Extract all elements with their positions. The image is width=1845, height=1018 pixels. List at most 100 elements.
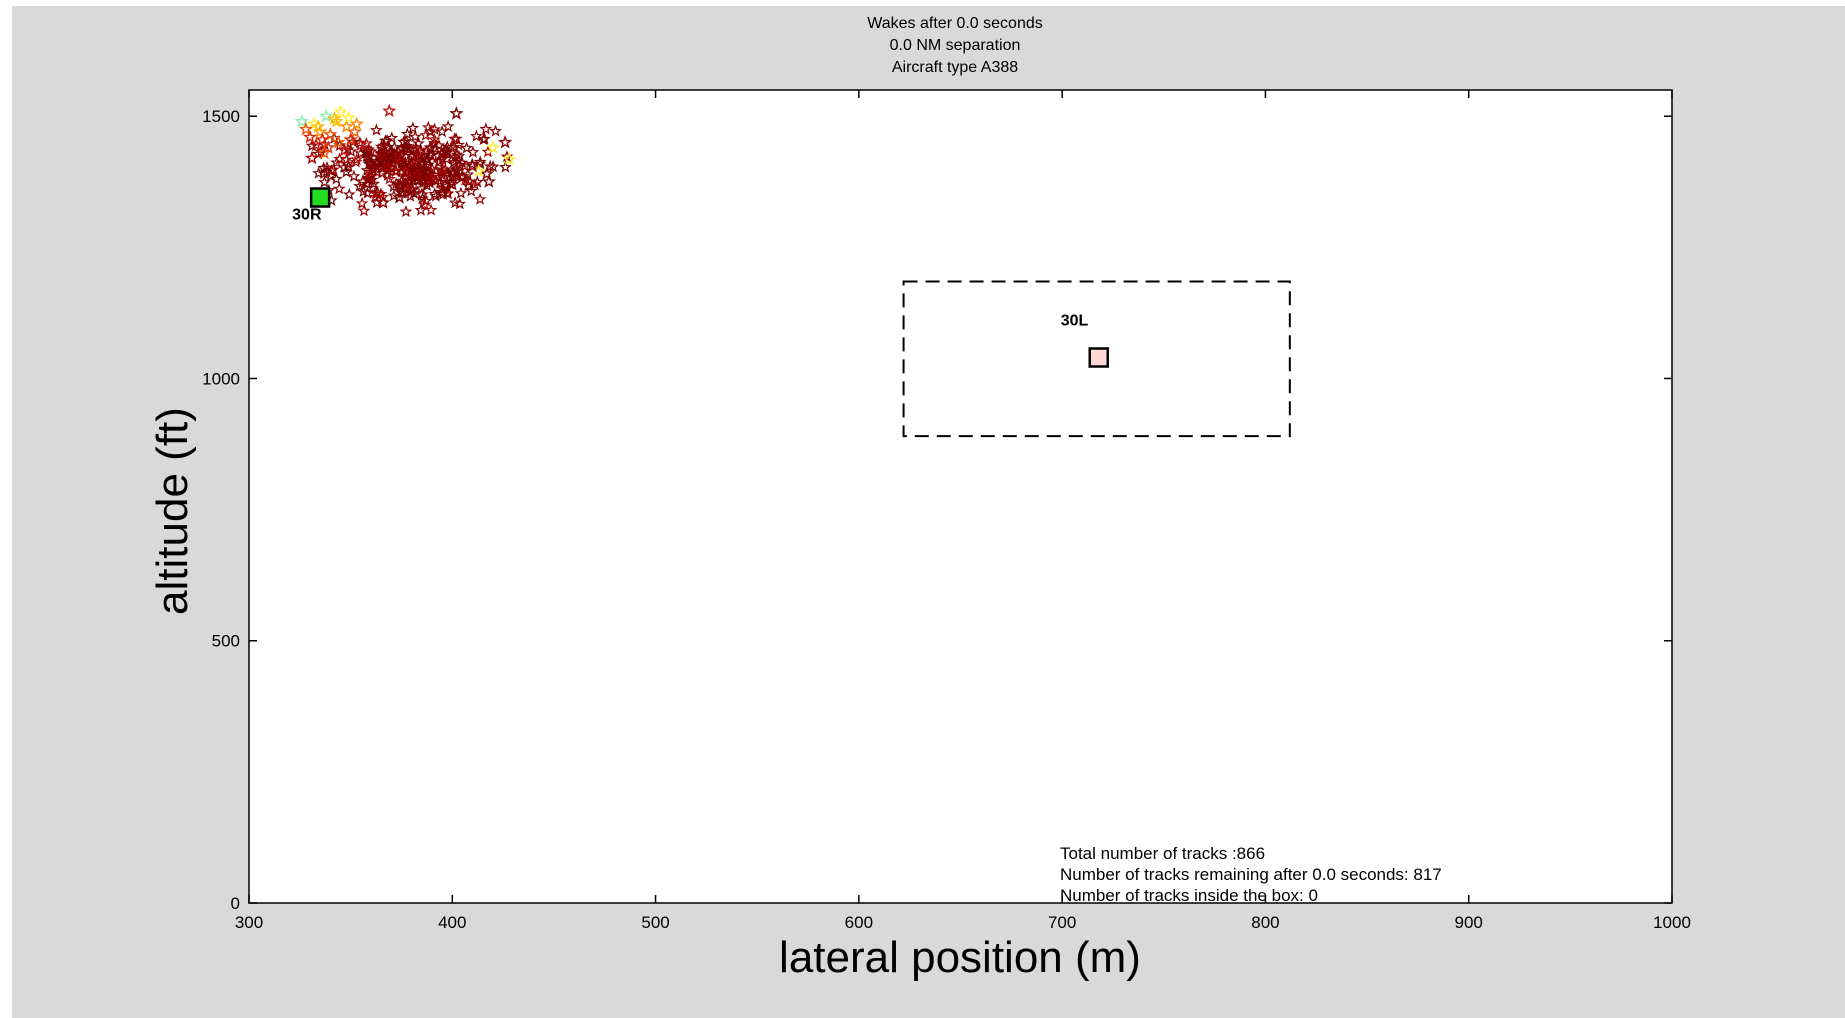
title-line-3: Aircraft type A388 (892, 59, 1018, 76)
wake-track-point (342, 160, 355, 173)
wake-track-point (397, 158, 411, 172)
wake-track-point (399, 164, 413, 177)
wake-track-point (318, 175, 331, 188)
wake-track-point (412, 136, 425, 149)
wake-track-point (333, 152, 347, 165)
wake-track-point (341, 157, 355, 170)
wake-track-point (418, 197, 432, 211)
wake-track-point (465, 157, 479, 170)
wake-track-point (366, 162, 380, 176)
wake-track-point (432, 156, 446, 169)
wake-track-point (363, 168, 379, 183)
wake-track-point (357, 184, 370, 198)
wake-track-point (381, 160, 395, 173)
wake-track-point (400, 139, 414, 152)
wake-track-point (423, 148, 437, 161)
wake-track-point (406, 121, 420, 134)
wake-track-point (347, 169, 361, 182)
wake-track-point (331, 135, 346, 149)
wake-track-point (309, 137, 324, 152)
annotation-total-tracks: Total number of tracks :866 (1060, 844, 1265, 863)
wake-track-point (311, 119, 326, 133)
wake-track-point (385, 131, 399, 144)
wake-track-point (499, 160, 512, 173)
y-tick-label: 500 (212, 632, 240, 651)
x-tick-label: 900 (1455, 913, 1483, 932)
wake-track-point (323, 127, 338, 141)
wake-track-point (395, 186, 408, 199)
wake-track-point (329, 114, 344, 128)
wake-track-point (410, 168, 423, 181)
wake-track-point (341, 110, 356, 124)
wake-track-point (473, 192, 487, 205)
x-tick-label: 400 (438, 913, 466, 932)
wake-track-point (355, 174, 371, 188)
wake-track-point (327, 162, 340, 176)
wake-track-point (486, 160, 500, 173)
wake-track-point (382, 172, 396, 185)
wake-track-point (332, 182, 346, 195)
wake-track-point (464, 184, 478, 197)
wake-track-point (478, 132, 491, 145)
wake-track-point (324, 169, 337, 182)
wake-track-point (389, 165, 403, 178)
wake-track-point (392, 189, 407, 204)
wake-track-point (360, 163, 374, 176)
y-tick-label: 1000 (202, 369, 240, 388)
wake-track-point (447, 165, 461, 178)
wake-track-point (374, 140, 388, 153)
wake-track-point (298, 121, 314, 136)
wake-track-point (449, 106, 464, 120)
wake-track-point (353, 136, 367, 149)
wake-track-point (349, 116, 364, 131)
y-tick-label: 0 (231, 894, 240, 913)
wake-track-point (422, 174, 436, 187)
wake-track-point (314, 145, 328, 158)
wake-track-point (357, 204, 371, 217)
wake-track-point (339, 119, 354, 133)
wake-track-point (468, 178, 482, 191)
wake-track-point (350, 152, 364, 166)
wake-track-point (452, 149, 466, 162)
axis-ticks: 300 400 500 600 700 800 900 1000 0 500 1000 1500 (202, 90, 1691, 932)
wake-track-point (369, 187, 383, 200)
wake-track-point (447, 155, 461, 168)
wake-track-point (466, 145, 480, 158)
wake-track-point (294, 114, 309, 128)
wake-track-point (349, 155, 363, 168)
wake-track-point (441, 119, 455, 132)
wake-track-point (414, 203, 428, 216)
wake-track-point (399, 205, 413, 218)
wake-track-point (387, 140, 401, 153)
wake-track-point (402, 174, 416, 187)
wake-track-point (304, 150, 320, 165)
wake-track-point (479, 122, 493, 135)
wake-track-point (337, 142, 352, 157)
wake-track-point (305, 139, 319, 152)
title-line-1: Wakes after 0.0 seconds (867, 15, 1043, 32)
figure-window: Wakes after 0.0 seconds 0.0 NM separatio… (12, 6, 1845, 1018)
wake-track-point (302, 129, 318, 144)
wake-track-point (502, 151, 517, 166)
x-tick-label: 700 (1048, 913, 1076, 932)
wake-track-point (353, 137, 368, 152)
wake-track-point (489, 124, 503, 137)
data-marks: 30R 30L (292, 103, 1291, 438)
wake-track-point (453, 197, 467, 210)
wake-track-point (333, 104, 348, 119)
wake-track-point (485, 140, 501, 154)
wake-track-point (366, 181, 379, 194)
wake-track-point (360, 136, 373, 149)
title-line-2: 0.0 NM separation (890, 37, 1021, 54)
wake-track-point (406, 173, 420, 186)
runway-marker-30r (309, 187, 331, 208)
wake-track-point (317, 167, 331, 180)
wake-track-point (347, 124, 362, 138)
wake-track-point (448, 157, 461, 170)
wake-track-point (445, 175, 459, 188)
y-axis-label: altitude (ft) (148, 407, 197, 615)
y-tick-label: 1500 (202, 107, 240, 126)
wake-track-point (394, 147, 408, 161)
wake-track-point (437, 171, 450, 184)
wake-track-point (423, 124, 437, 137)
